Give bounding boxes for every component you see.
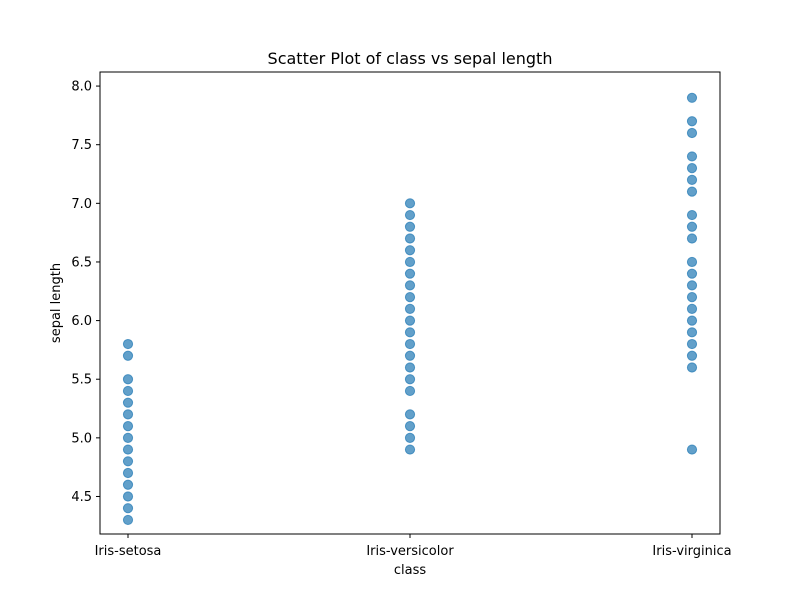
scatter-point bbox=[686, 350, 698, 361]
scatter-point bbox=[122, 421, 134, 432]
scatter-point bbox=[686, 303, 698, 314]
scatter-point bbox=[686, 174, 698, 185]
scatter-point bbox=[404, 350, 416, 361]
scatter-point bbox=[686, 338, 698, 350]
scatter-point bbox=[404, 327, 416, 338]
scatter-point bbox=[686, 327, 698, 338]
scatter-point bbox=[404, 444, 416, 455]
scatter-point bbox=[686, 315, 698, 326]
scatter-point bbox=[686, 444, 698, 455]
scatter-point bbox=[122, 503, 134, 514]
scatter-point bbox=[122, 385, 134, 397]
scatter-point bbox=[404, 385, 416, 397]
scatter-point bbox=[686, 268, 698, 279]
scatter-point bbox=[686, 209, 698, 221]
scatter-point bbox=[686, 186, 698, 197]
scatter-point bbox=[686, 151, 698, 162]
scatter-point bbox=[404, 268, 416, 279]
data-points bbox=[122, 92, 698, 526]
scatter-point bbox=[404, 233, 416, 244]
y-tick-label: 5.0 bbox=[71, 431, 92, 446]
scatter-point bbox=[122, 444, 134, 455]
scatter-point bbox=[404, 432, 416, 443]
scatter-point bbox=[686, 280, 698, 291]
y-tick-label: 6.0 bbox=[71, 314, 92, 329]
chart-title: Scatter Plot of class vs sepal length bbox=[268, 49, 553, 68]
scatter-point bbox=[404, 315, 416, 326]
scatter-point bbox=[122, 491, 134, 502]
y-tick-label: 7.0 bbox=[71, 197, 92, 212]
scatter-point bbox=[122, 432, 134, 443]
scatter-point bbox=[122, 338, 134, 350]
scatter-point bbox=[404, 256, 416, 268]
scatter-point bbox=[404, 421, 416, 432]
x-tick-label: Iris-versicolor bbox=[366, 544, 454, 559]
x-tick-label: Iris-setosa bbox=[95, 544, 162, 559]
scatter-point bbox=[122, 479, 134, 490]
scatter-point bbox=[122, 350, 134, 361]
scatter-point bbox=[122, 456, 134, 467]
scatter-point bbox=[122, 514, 134, 526]
scatter-point bbox=[404, 245, 416, 256]
scatter-point bbox=[686, 163, 698, 174]
x-axis: Iris-setosa Iris-versicolor Iris-virginica bbox=[95, 534, 732, 559]
y-axis-label: sepal length bbox=[49, 263, 64, 343]
scatter-point bbox=[686, 256, 698, 268]
scatter-point bbox=[404, 280, 416, 291]
y-tick-label: 4.5 bbox=[71, 490, 92, 505]
scatter-point bbox=[404, 303, 416, 314]
plot-area bbox=[99, 71, 721, 535]
scatter-point bbox=[404, 338, 416, 350]
x-axis-label: class bbox=[394, 563, 426, 578]
scatter-point bbox=[122, 409, 134, 420]
y-tick-label: 7.5 bbox=[71, 138, 92, 153]
scatter-point bbox=[686, 116, 698, 127]
scatter-point bbox=[122, 467, 134, 479]
scatter-point bbox=[686, 221, 698, 232]
y-axis: 4.5 5.0 5.5 6.0 6.5 7.0 7.5 8.0 bbox=[71, 80, 100, 505]
x-tick-label: Iris-virginica bbox=[652, 544, 731, 559]
scatter-point bbox=[404, 292, 416, 303]
scatter-point bbox=[404, 362, 416, 373]
scatter-point bbox=[686, 292, 698, 303]
scatter-point bbox=[122, 374, 134, 385]
scatter-point bbox=[404, 409, 416, 420]
axes-frame bbox=[99, 71, 721, 535]
scatter-point bbox=[686, 92, 698, 103]
scatter-point bbox=[686, 127, 698, 139]
y-tick-label: 5.5 bbox=[71, 373, 92, 388]
y-tick-label: 8.0 bbox=[71, 80, 92, 95]
scatter-point bbox=[686, 233, 698, 244]
scatter-point bbox=[404, 198, 416, 209]
scatter-point bbox=[404, 374, 416, 385]
scatter-point bbox=[122, 397, 134, 408]
scatter-point bbox=[404, 209, 416, 221]
scatter-point bbox=[686, 362, 698, 373]
scatter-point bbox=[404, 221, 416, 232]
y-tick-label: 6.5 bbox=[71, 255, 92, 270]
